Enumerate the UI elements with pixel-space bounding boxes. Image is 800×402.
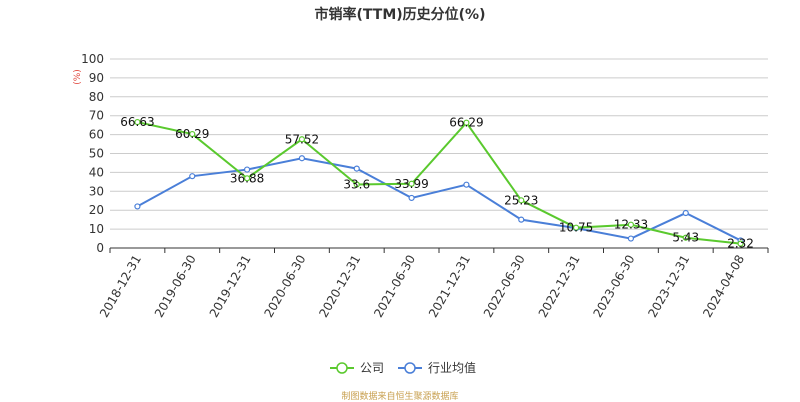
y-axis-label: (%) [73,69,83,85]
y-tick-label: 100 [81,52,104,66]
data-point [189,130,196,138]
y-tick-label: 40 [89,165,104,179]
data-label: 33.6 [343,177,370,191]
data-point [353,165,360,172]
legend-marker [336,362,348,374]
data-point [682,234,689,241]
data-source-note: 制图数据来自恒生聚源数据库 [341,392,459,402]
data-label: 66.63 [120,115,154,129]
data-point [298,155,306,162]
data-point [408,180,415,187]
data-label: 33.99 [394,177,428,191]
data-point [298,136,306,143]
data-point [518,197,525,204]
x-tick-label: 2020-06-30 [262,253,309,320]
x-tick-label: 2023-06-30 [591,253,638,320]
data-label: 57.52 [285,132,319,146]
data-label: 10.75 [559,221,593,235]
data-point [572,224,580,231]
data-point [737,240,744,247]
series-line-1 [136,157,742,242]
data-point [243,166,251,173]
data-label: 25.23 [504,193,538,207]
x-tick-label: 2018-12-31 [97,253,144,320]
x-tick-label: 2020-12-31 [316,253,363,320]
data-point [134,203,141,210]
y-tick-label: 0 [96,241,104,255]
y-tick-label: 30 [89,184,104,198]
legend-label: 公司 [360,361,384,375]
y-tick-label: 70 [89,109,104,123]
data-point [189,173,196,180]
legend-label: 行业均值 [428,360,476,375]
y-tick-label: 80 [89,90,104,104]
legend-marker [404,362,416,374]
data-point [682,209,689,217]
data-point [627,235,635,242]
y-tick-label: 50 [89,147,104,161]
data-label: 60.29 [175,127,209,141]
chart-title: 市销率(TTM)历史分位(%) [314,7,486,23]
x-tick-label: 2022-12-31 [536,253,583,320]
y-tick-label: 20 [89,203,104,217]
data-label: 12.33 [614,218,648,232]
data-point [243,175,251,182]
x-tick-label: 2019-12-31 [207,252,254,319]
x-tick-label: 2019-06-30 [152,253,199,320]
data-point [518,216,525,223]
data-point [463,181,470,188]
data-point [134,118,141,126]
data-label: 36.88 [230,171,264,185]
data-point [463,119,470,126]
data-label: 66.29 [449,116,483,130]
data-point [353,181,360,188]
data-point [627,221,635,228]
x-tick-label: 2023-12-31 [645,253,692,320]
data-point [408,194,415,202]
x-tick-label: 2022-06-30 [481,253,528,320]
series-line-0 [137,121,741,245]
y-tick-label: 60 [89,128,104,142]
x-tick-label: 2021-12-31 [426,252,473,319]
y-tick-label: 90 [89,71,104,85]
y-tick-label: 10 [89,222,104,236]
data-label: 2.32 [727,237,754,251]
x-tick-label: 2021-06-30 [371,253,418,320]
data-label: 5.43 [672,231,699,245]
x-tick-label: 2024-04-08 [700,253,747,320]
